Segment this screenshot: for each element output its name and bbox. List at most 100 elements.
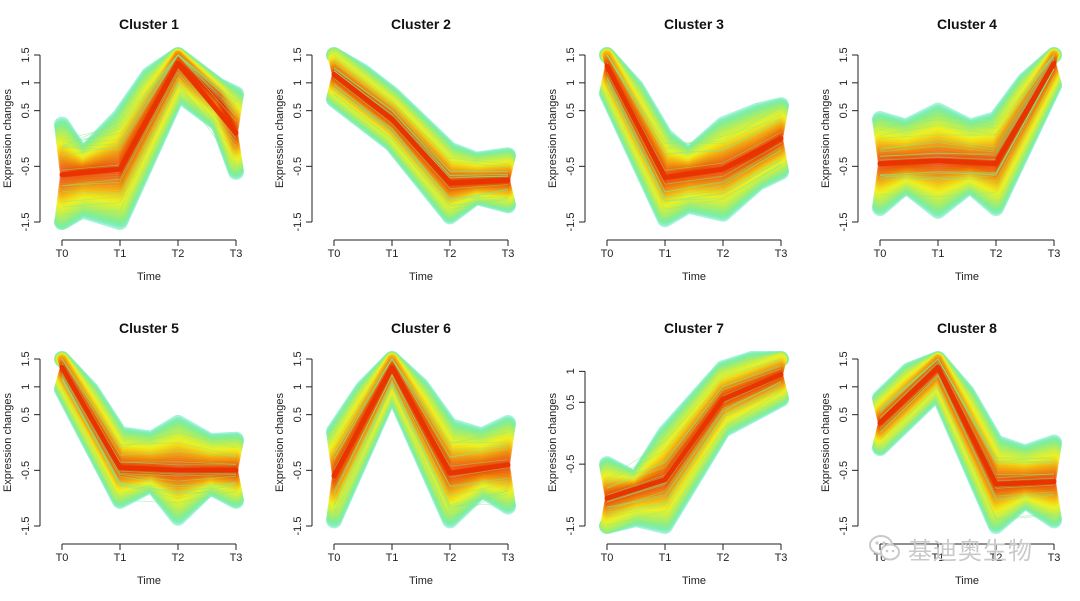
series-line	[606, 82, 782, 202]
y-tick-label: 0.5	[20, 103, 32, 118]
wechat-icon	[869, 535, 900, 561]
series-lines	[326, 47, 516, 225]
series-line	[61, 54, 237, 148]
series-line	[333, 61, 509, 172]
x-tick-label: T3	[230, 248, 243, 260]
series-line	[333, 78, 509, 190]
y-tick-label: 1.5	[292, 47, 304, 62]
cluster-panel-2: -1.5 -0.5 0.5 1 1.5 T0 T1 T2 T3 Cluster 2 Time Expr…	[272, 0, 542, 297]
series-line	[61, 372, 237, 482]
series-line	[61, 85, 237, 208]
y-tick-label: 1	[565, 368, 577, 374]
chart-title: Cluster 1	[119, 16, 179, 32]
series-line	[333, 383, 509, 512]
series-line	[61, 54, 237, 156]
y-tick-label: 1	[292, 80, 304, 86]
series-core-line	[877, 60, 1057, 167]
y-tick-label: 0.5	[838, 103, 850, 118]
x-tick-label: T3	[1048, 552, 1061, 564]
series-core-line	[604, 372, 784, 501]
series-line	[333, 385, 509, 520]
series-line	[606, 77, 782, 199]
series-line	[333, 70, 509, 178]
series-line	[333, 68, 509, 176]
series-line	[61, 54, 237, 147]
y-tick-label: -1.5	[838, 517, 850, 536]
x-tick-label: T0	[56, 248, 69, 260]
y-tick-label: -1.5	[20, 517, 32, 536]
series-line	[61, 54, 237, 151]
series-line	[606, 77, 782, 193]
cluster-chart-5: -1.5 -0.5 0.5 1 1.5 T0 T1 T2 T3 Cluster 5 Time Expr…	[2, 320, 244, 587]
series-line	[879, 361, 1055, 475]
cluster-panel-7: -1.5 -0.5 0.5 1 T0 T1 T2 T3 Cluster 7 Time Express…	[545, 304, 815, 601]
x-axis-label: Time	[409, 271, 433, 283]
series-line	[606, 391, 782, 526]
y-tick-label: -0.5	[838, 461, 850, 480]
x-axis-label: Time	[682, 575, 706, 587]
series-line	[61, 54, 237, 147]
y-tick-label: -1.5	[565, 517, 577, 536]
series-line	[606, 54, 782, 144]
y-tick-label: 1.5	[292, 351, 304, 366]
x-tick-label: T3	[775, 552, 788, 564]
cluster-panel-8: -1.5 -0.5 0.5 1 1.5 T0 T1 T2 T3 Cluster 8 Time Expr…	[818, 304, 1080, 601]
x-tick-label: T0	[601, 248, 614, 260]
cluster-chart-3: -1.5 -0.5 0.5 1 1.5 T0 T1 T2 T3 Cluster 3 Time Expr…	[547, 16, 789, 283]
y-tick-label: 1	[20, 384, 32, 390]
series-line	[606, 80, 782, 202]
x-tick-label: T1	[932, 552, 945, 564]
series-line	[606, 358, 782, 480]
cluster-panel-5: -1.5 -0.5 0.5 1 1.5 T0 T1 T2 T3 Cluster 5 Time Expr…	[0, 304, 270, 601]
cluster-chart-2: -1.5 -0.5 0.5 1 1.5 T0 T1 T2 T3 Cluster 2 Time Expr…	[274, 16, 516, 283]
series-lines	[326, 351, 516, 529]
series-line	[61, 81, 237, 215]
y-tick-label: 1.5	[838, 351, 850, 366]
series-line	[879, 386, 1055, 521]
series-line	[606, 359, 782, 482]
y-axis-label: Expression changes	[547, 88, 559, 188]
x-tick-label: T0	[328, 248, 341, 260]
y-tick-label: -0.5	[292, 461, 304, 480]
y-axis-label: Expression changes	[2, 392, 14, 492]
series-line	[333, 87, 509, 199]
series-line	[879, 57, 1055, 153]
series-line	[879, 59, 1055, 157]
series-lines	[599, 47, 789, 228]
watermark-text: 基迪奥生物	[908, 536, 1033, 565]
chart-title: Cluster 7	[664, 320, 724, 336]
series-line	[61, 362, 237, 465]
y-tick-label: 1	[292, 384, 304, 390]
series-core-line	[331, 364, 511, 479]
series-line	[606, 54, 782, 154]
x-axis-label: Time	[137, 575, 161, 587]
series-line	[61, 358, 237, 457]
series-line	[606, 376, 782, 503]
x-tick-label: T2	[444, 552, 457, 564]
cluster-panel-1: -1.5 -0.5 0.5 1 1.5 T0 T1 T2 T3 Cluster 1 Time Expr…	[0, 0, 270, 297]
y-tick-label: 1	[838, 384, 850, 390]
cluster-panel-6: -1.5 -0.5 0.5 1 1.5 T0 T1 T2 T3 Cluster 6 Time Expr…	[272, 304, 542, 601]
x-tick-label: T2	[444, 248, 457, 260]
chart-title: Cluster 2	[391, 16, 451, 32]
x-tick-label: T0	[874, 248, 887, 260]
series-line	[879, 54, 1055, 151]
y-tick-label: 0.5	[292, 407, 304, 422]
y-tick-label: 1.5	[20, 351, 32, 366]
cluster-chart-7: -1.5 -0.5 0.5 1 T0 T1 T2 T3 Cluster 7 Time Express…	[547, 320, 789, 587]
series-line	[61, 76, 237, 195]
x-tick-label: T3	[230, 552, 243, 564]
y-tick-label: -0.5	[838, 157, 850, 176]
x-tick-label: T1	[114, 552, 127, 564]
x-axis-label: Time	[955, 575, 979, 587]
y-tick-label: 0.5	[838, 407, 850, 422]
x-tick-label: T2	[717, 248, 730, 260]
y-tick-label: -1.5	[20, 213, 32, 232]
watermark: 基迪奥生物	[868, 530, 1073, 566]
cluster-panel-3: -1.5 -0.5 0.5 1 1.5 T0 T1 T2 T3 Cluster 3 Time Expr…	[545, 0, 815, 297]
series-line	[879, 358, 1055, 464]
series-line	[333, 358, 509, 460]
x-tick-label: T3	[775, 248, 788, 260]
